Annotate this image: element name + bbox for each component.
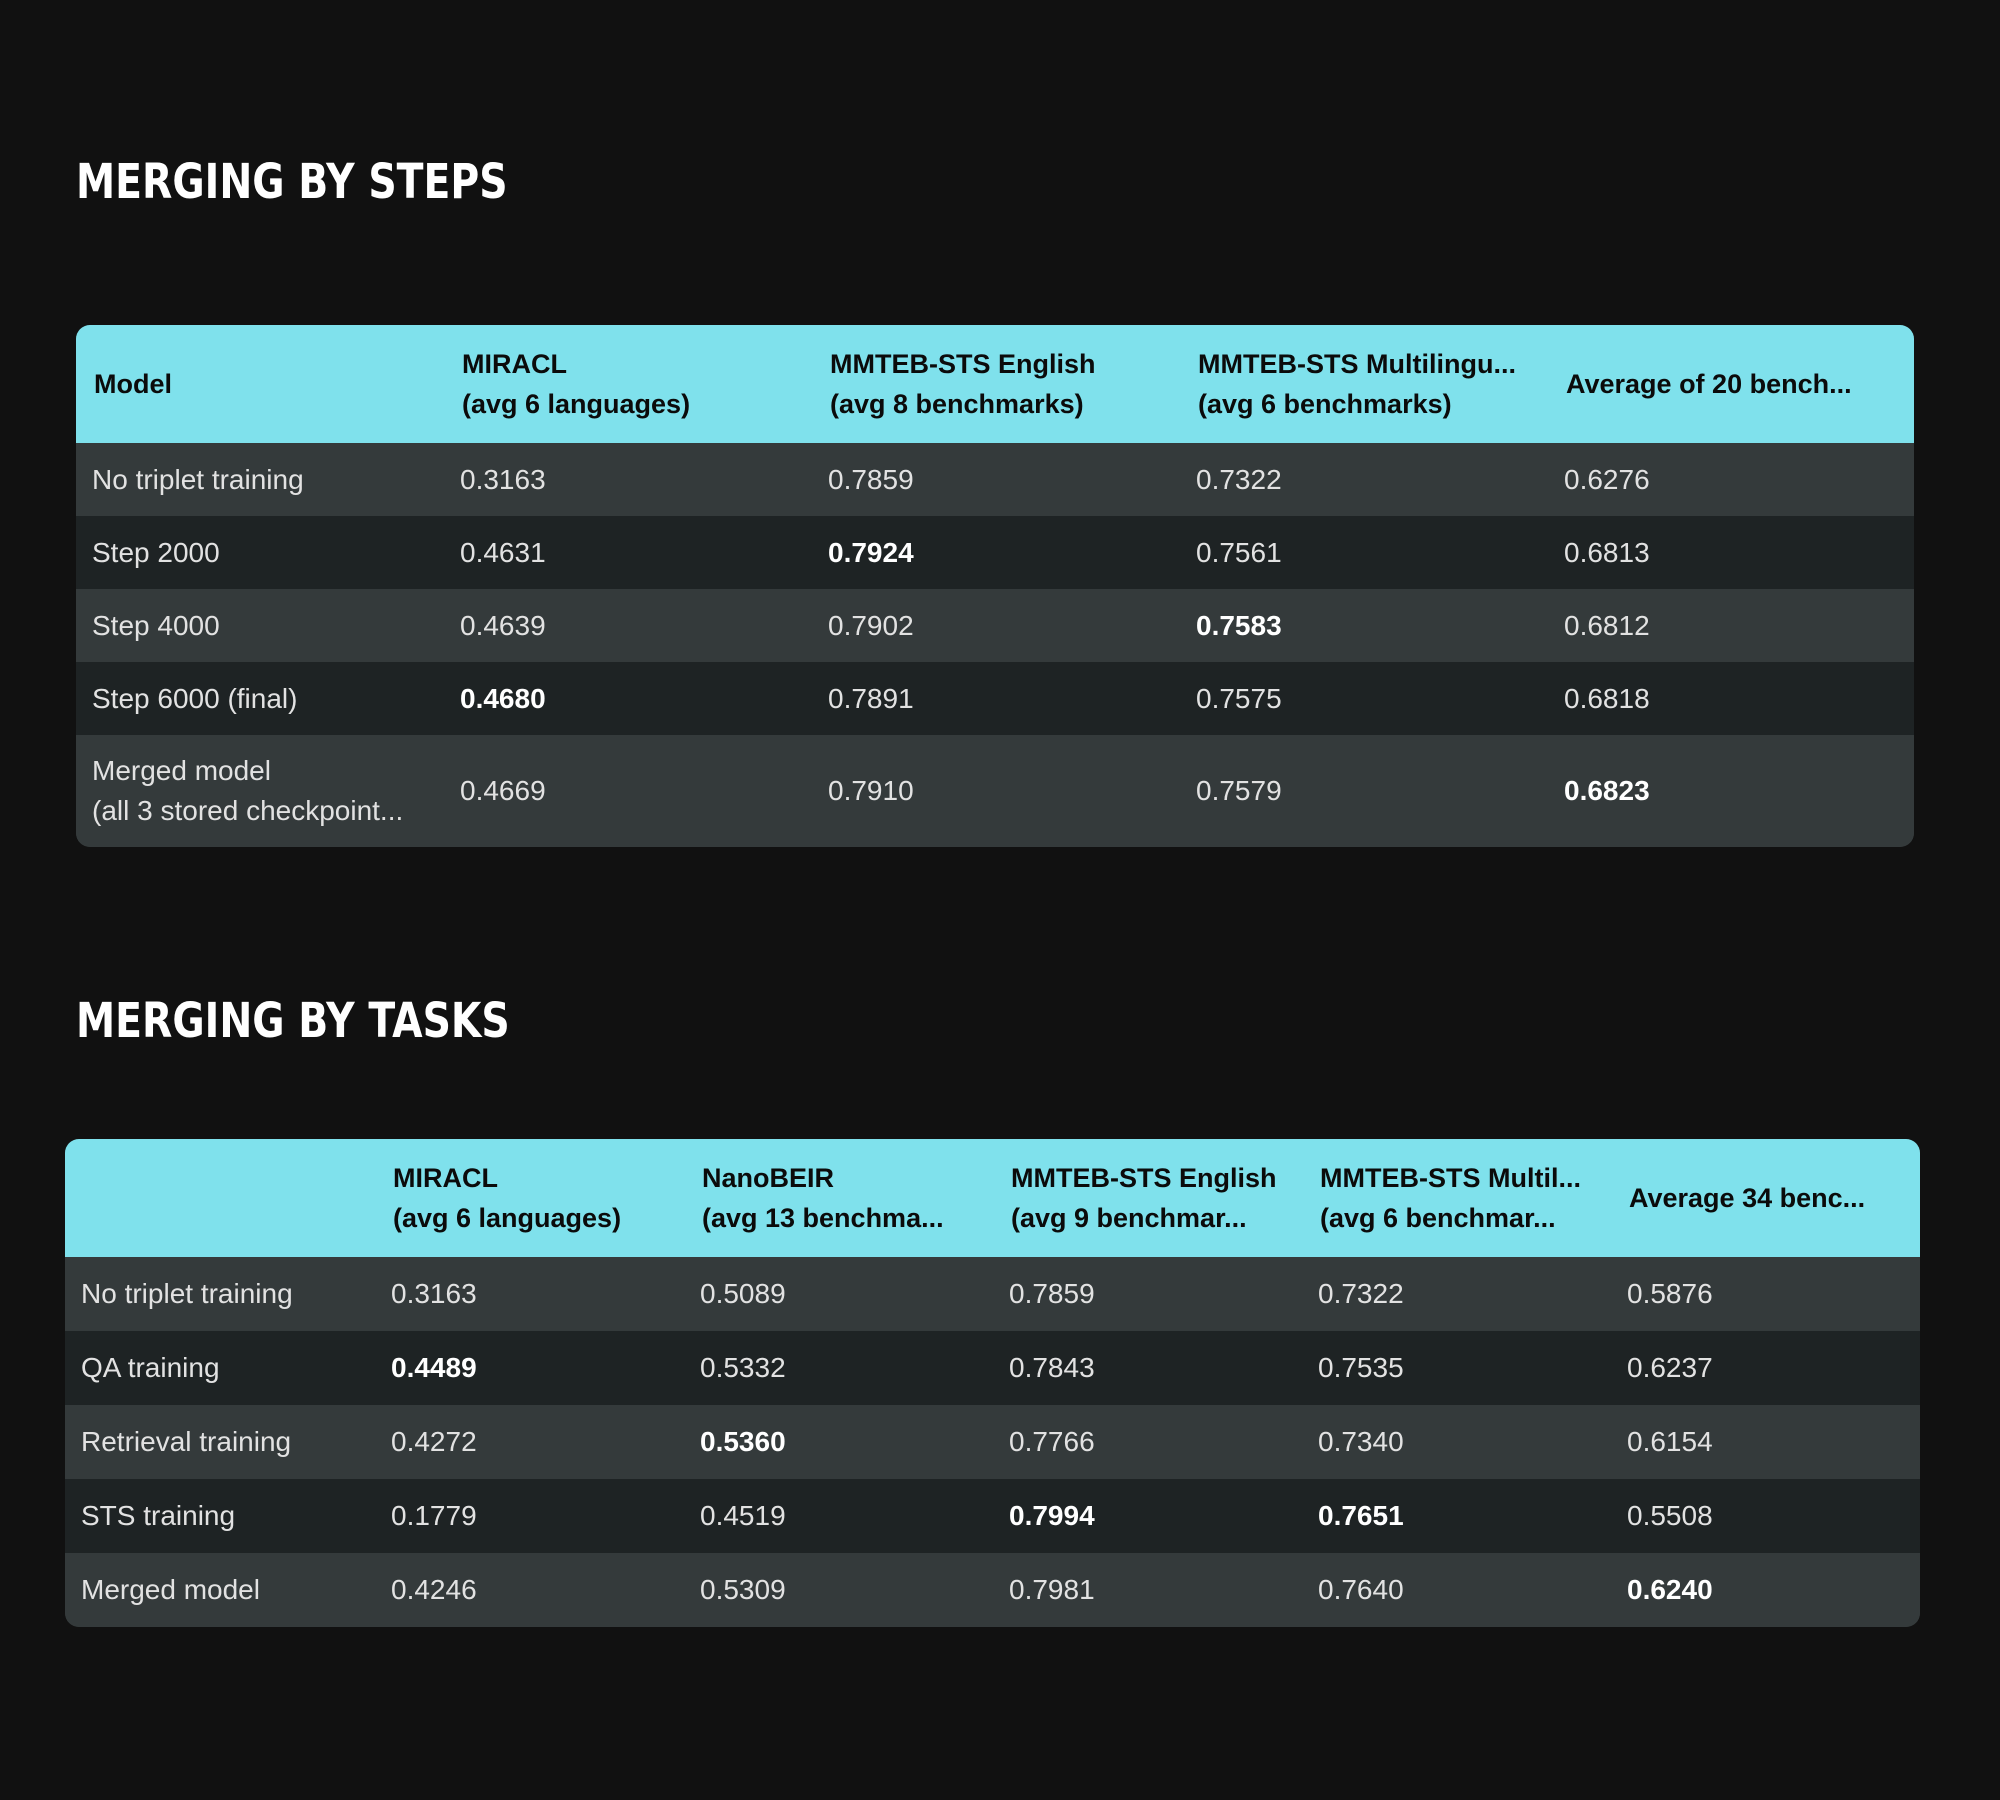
table-row: Merged model (all 3 stored checkpoint... … — [76, 735, 1914, 847]
cell-sts-multilingual: 0.7583 — [1196, 609, 1282, 641]
cell-model: No triplet training — [81, 1278, 293, 1309]
cell-nanobeir: 0.5089 — [700, 1278, 786, 1309]
cell-model: Step 4000 — [92, 609, 220, 641]
cell-average: 0.6818 — [1564, 682, 1650, 714]
cell-model: Step 2000 — [92, 536, 220, 568]
cell-model: Retrieval training — [81, 1426, 292, 1457]
cell-sts-multilingual: 0.7322 — [1318, 1278, 1404, 1309]
column-header-mmteb-sts-english: MMTEB-STS English (avg 9 benchmar... — [1011, 1163, 1277, 1233]
table-header-row: Model MIRACL (avg 6 languages) MMTEB-STS … — [76, 325, 1914, 443]
tasks-table-container: MIRACL (avg 6 languages) NanoBEIR (avg 13 … — [65, 1139, 1920, 1627]
column-header-average: Average of 20 bench... — [1566, 369, 1852, 399]
column-header-model: Model — [94, 369, 172, 399]
column-header-average: Average 34 benc... — [1629, 1183, 1866, 1213]
column-header-mmteb-sts-multilingual: MMTEB-STS Multil... (avg 6 benchmar... — [1320, 1163, 1581, 1233]
cell-miracl: 0.4639 — [460, 609, 546, 641]
cell-sts-multilingual: 0.7579 — [1196, 775, 1282, 806]
cell-model: QA training — [81, 1352, 220, 1383]
cell-average: 0.5876 — [1627, 1278, 1713, 1309]
column-header-model — [65, 1139, 375, 1257]
table-row: Merged model 0.4246 0.5309 0.7981 0.7640… — [65, 1553, 1920, 1627]
cell-model: Merged model — [81, 1574, 260, 1605]
cell-miracl: 0.4489 — [391, 1352, 477, 1383]
cell-sts-multilingual: 0.7575 — [1196, 682, 1282, 714]
cell-miracl: 0.4631 — [460, 536, 546, 568]
cell-sts-english: 0.7859 — [828, 463, 914, 495]
cell-sts-english: 0.7981 — [1009, 1574, 1095, 1605]
cell-sts-english: 0.7910 — [828, 775, 914, 806]
cell-miracl: 0.1779 — [391, 1500, 477, 1531]
cell-nanobeir: 0.5360 — [700, 1426, 786, 1457]
cell-model: Step 6000 (final) — [92, 682, 298, 714]
steps-table: Model MIRACL (avg 6 languages) MMTEB-STS … — [76, 325, 1914, 847]
cell-sts-multilingual: 0.7322 — [1196, 463, 1282, 495]
cell-nanobeir: 0.5309 — [700, 1574, 786, 1605]
cell-model: Merged model (all 3 stored checkpoint... — [92, 755, 404, 826]
cell-miracl: 0.3163 — [460, 463, 546, 495]
column-header-mmteb-sts-english: MMTEB-STS English (avg 8 benchmarks) — [830, 349, 1096, 419]
column-header-nanobeir: NanoBEIR (avg 13 benchma... — [702, 1163, 944, 1233]
table-header-row: MIRACL (avg 6 languages) NanoBEIR (avg 13 … — [65, 1139, 1920, 1257]
section-title-tasks: Merging by tasks — [76, 993, 510, 1049]
column-header-miracl: MIRACL (avg 6 languages) — [462, 349, 691, 419]
section-title-steps: Merging by steps — [76, 154, 508, 210]
cell-average: 0.6154 — [1627, 1426, 1713, 1457]
cell-nanobeir: 0.5332 — [700, 1352, 786, 1383]
tasks-table: MIRACL (avg 6 languages) NanoBEIR (avg 13 … — [65, 1139, 1920, 1627]
cell-sts-english: 0.7891 — [828, 682, 914, 714]
table-row: Step 6000 (final) 0.4680 0.7891 0.7575 0… — [76, 662, 1914, 735]
table-row: STS training 0.1779 0.4519 0.7994 0.7651… — [65, 1479, 1920, 1553]
cell-nanobeir: 0.4519 — [700, 1500, 786, 1531]
cell-sts-multilingual: 0.7640 — [1318, 1574, 1404, 1605]
cell-average: 0.6823 — [1564, 775, 1650, 806]
cell-sts-english: 0.7994 — [1009, 1500, 1095, 1531]
cell-sts-english: 0.7859 — [1009, 1278, 1095, 1309]
cell-average: 0.6240 — [1627, 1574, 1713, 1605]
cell-average: 0.5508 — [1627, 1500, 1713, 1531]
cell-average: 0.6276 — [1564, 463, 1650, 495]
cell-miracl: 0.4680 — [460, 682, 546, 714]
cell-sts-english: 0.7843 — [1009, 1352, 1095, 1383]
cell-sts-english: 0.7924 — [828, 536, 914, 568]
steps-table-container: Model MIRACL (avg 6 languages) MMTEB-STS … — [76, 325, 1914, 847]
cell-sts-english: 0.7902 — [828, 609, 914, 641]
table-row: Retrieval training 0.4272 0.5360 0.7766 … — [65, 1405, 1920, 1479]
table-row: No triplet training 0.3163 0.7859 0.7322… — [76, 443, 1914, 516]
cell-miracl: 0.4272 — [391, 1426, 477, 1457]
cell-average: 0.6812 — [1564, 609, 1650, 641]
cell-average: 0.6237 — [1627, 1352, 1713, 1383]
cell-model: STS training — [81, 1500, 236, 1531]
cell-miracl: 0.4669 — [460, 775, 546, 806]
table-row: No triplet training 0.3163 0.5089 0.7859… — [65, 1257, 1920, 1331]
cell-miracl: 0.4246 — [391, 1574, 477, 1605]
cell-sts-multilingual: 0.7651 — [1318, 1500, 1404, 1531]
cell-sts-multilingual: 0.7561 — [1196, 536, 1282, 568]
cell-average: 0.6813 — [1564, 536, 1650, 568]
column-header-miracl: MIRACL (avg 6 languages) — [393, 1163, 622, 1233]
cell-model: No triplet training — [92, 463, 304, 495]
cell-sts-multilingual: 0.7340 — [1318, 1426, 1404, 1457]
table-row: Step 2000 0.4631 0.7924 0.7561 0.6813 — [76, 516, 1914, 589]
cell-sts-multilingual: 0.7535 — [1318, 1352, 1404, 1383]
cell-sts-english: 0.7766 — [1009, 1426, 1095, 1457]
cell-miracl: 0.3163 — [391, 1278, 477, 1309]
table-row: Step 4000 0.4639 0.7902 0.7583 0.6812 — [76, 589, 1914, 662]
column-header-mmteb-sts-multilingual: MMTEB-STS Multilingu... (avg 6 benchmarks… — [1198, 349, 1516, 419]
table-row: QA training 0.4489 0.5332 0.7843 0.7535 … — [65, 1331, 1920, 1405]
